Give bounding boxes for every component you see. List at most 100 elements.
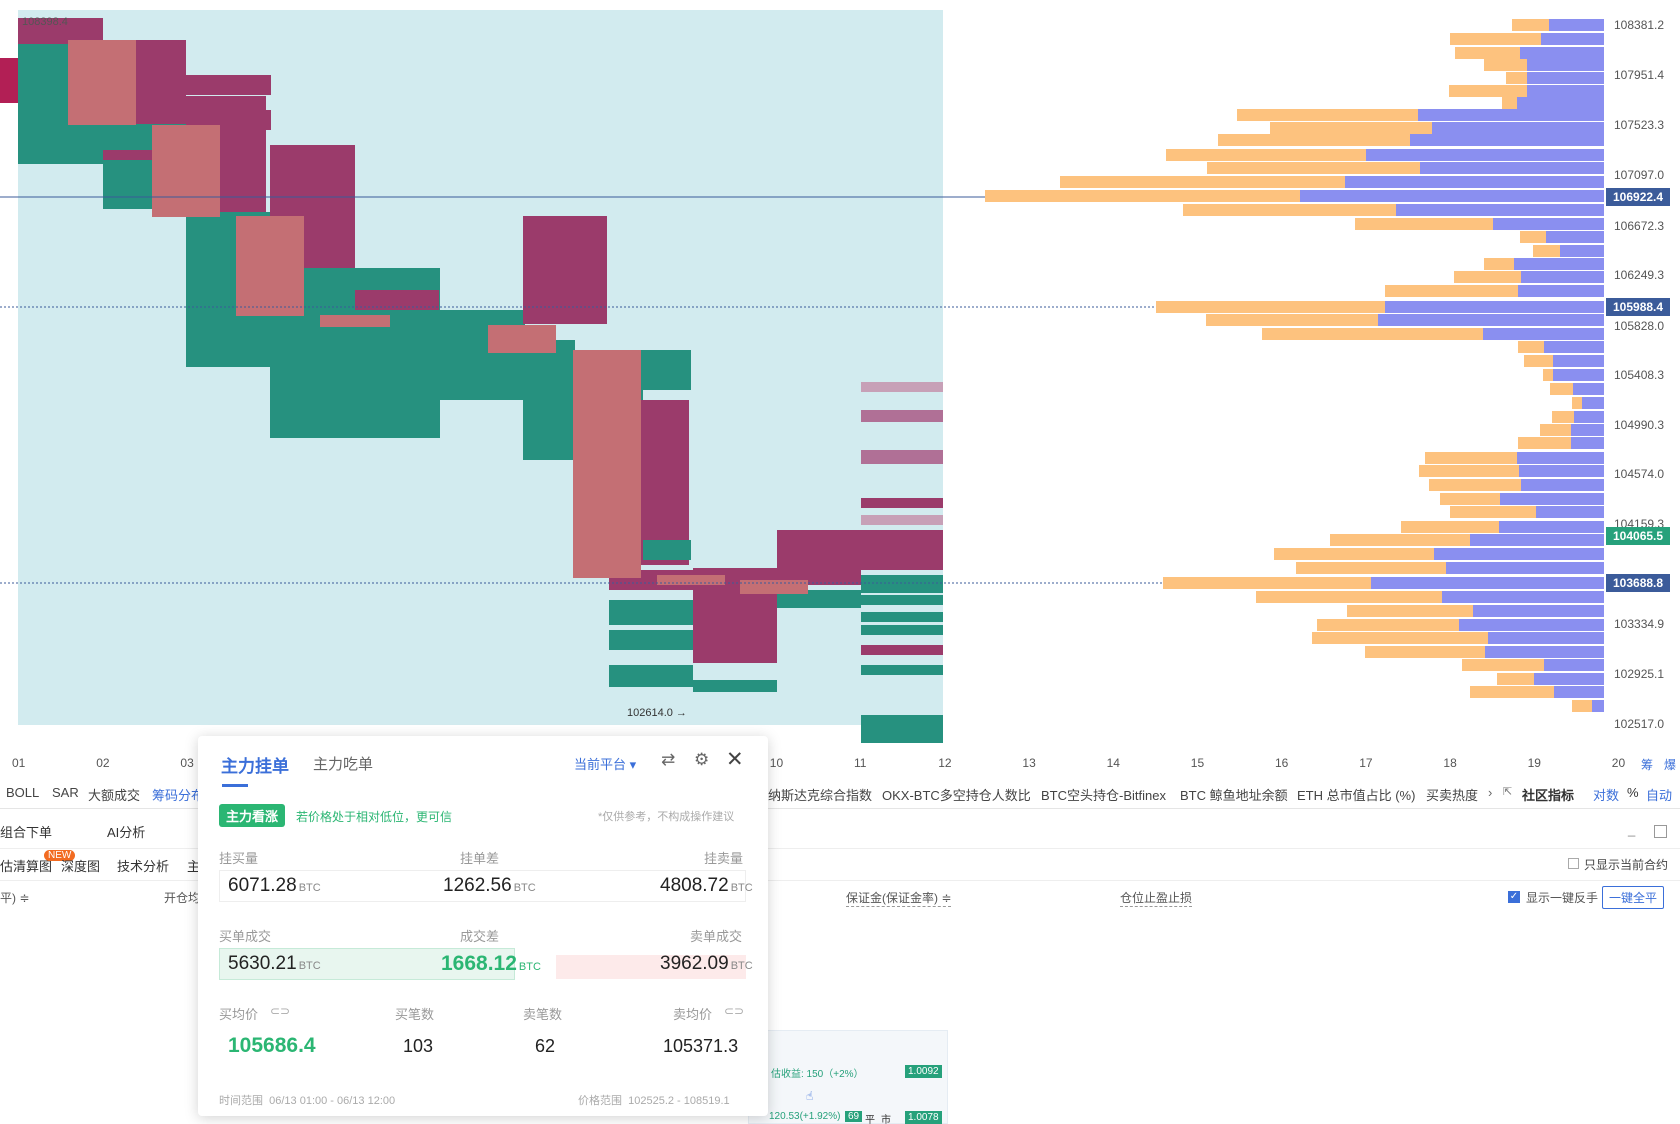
time-tick: 14 bbox=[1106, 756, 1120, 770]
volume-bar-buy bbox=[1571, 424, 1604, 436]
toggle-icon[interactable]: ⊂⊃ bbox=[270, 1004, 291, 1018]
platform-dropdown[interactable]: 当前平台 ▾ bbox=[574, 754, 636, 773]
tab-depth-chart[interactable]: 深度图 bbox=[61, 859, 101, 874]
tab-combo-order[interactable]: 组合下单 bbox=[0, 825, 53, 840]
price-label: 102517.0 bbox=[1614, 717, 1665, 731]
indicator-heat[interactable]: 买卖热度 bbox=[1426, 788, 1479, 803]
tab-liquidation-map[interactable]: 估清算图 bbox=[0, 859, 53, 874]
volume-bar-buy bbox=[1500, 493, 1604, 505]
tab-main-takes[interactable]: 主力吃单 bbox=[313, 756, 374, 773]
time-range: 时间范围 06/13 01:00 - 06/13 12:00 bbox=[219, 1092, 395, 1108]
volume-bar-buy bbox=[1493, 218, 1604, 230]
footprint-block bbox=[609, 630, 693, 650]
volume-bar-buy bbox=[1470, 534, 1604, 546]
tab-ai-analysis[interactable]: AI分析 bbox=[107, 825, 146, 840]
candle-body bbox=[236, 216, 304, 316]
buy-avg-value: 105686.4 bbox=[228, 1034, 316, 1057]
time-tick: 02 bbox=[96, 756, 110, 770]
indicator-boll[interactable]: BOLL bbox=[6, 785, 40, 800]
platform-label: 当前平台 bbox=[574, 757, 627, 772]
tab-main[interactable]: 主 bbox=[187, 859, 201, 874]
footprint-block bbox=[861, 450, 943, 464]
volume-bar-buy bbox=[1432, 122, 1604, 134]
percent-toggle[interactable]: % bbox=[1627, 785, 1639, 800]
volume-bar-buy bbox=[1499, 521, 1604, 533]
indicator-bitfinex-short[interactable]: BTC空头持仓-Bitfinex bbox=[1041, 788, 1166, 803]
label-buy-avg: 买均价 bbox=[219, 1007, 259, 1022]
label-sell-orders: 挂卖量 bbox=[704, 851, 744, 866]
minimize-icon[interactable]: _ bbox=[1628, 822, 1636, 837]
volume-bar-buy bbox=[1521, 479, 1604, 491]
indicator-whale[interactable]: BTC 鲸鱼地址余额 bbox=[1180, 788, 1288, 803]
order-diff-value: 1262.56 BTC bbox=[443, 875, 536, 897]
footprint-block bbox=[861, 665, 943, 675]
footprint-block bbox=[777, 530, 861, 585]
volume-bar-buy bbox=[1536, 506, 1604, 518]
indicator-large-trades[interactable]: 大额成交 bbox=[88, 788, 141, 803]
label-trade-diff: 成交差 bbox=[460, 929, 500, 944]
liquidation-toggle[interactable]: 爆 bbox=[1664, 758, 1677, 772]
footprint-block bbox=[0, 58, 20, 103]
volume-bar-buy bbox=[1483, 328, 1604, 340]
mini-flat-button[interactable]: 平 bbox=[865, 1115, 875, 1124]
indicator-nasdaq[interactable]: 纳斯达克综合指数 bbox=[768, 788, 873, 803]
col-close[interactable]: 平) ≑ bbox=[0, 891, 30, 905]
auto-scale-toggle[interactable]: 自动 bbox=[1646, 788, 1673, 803]
close-all-button[interactable]: 一键全平 bbox=[1602, 886, 1665, 909]
volume-bar-buy bbox=[1488, 632, 1604, 644]
expand-icon[interactable] bbox=[1654, 825, 1667, 838]
col-tpsl[interactable]: 仓位止盈止损 bbox=[1120, 891, 1193, 907]
bullish-badge: 主力看涨 bbox=[219, 804, 286, 827]
time-tick: 13 bbox=[1022, 756, 1036, 770]
candle-body bbox=[152, 125, 220, 217]
price-label: 108381.2 bbox=[1614, 18, 1665, 32]
indicator-sar[interactable]: SAR bbox=[52, 785, 79, 800]
chevron-right-icon[interactable]: › bbox=[1488, 785, 1493, 800]
price-label: 103334.9 bbox=[1614, 617, 1665, 631]
price-label: 105828.0 bbox=[1614, 319, 1665, 333]
indicator-okx-ratio[interactable]: OKX-BTC多空持仓人数比 bbox=[882, 788, 1031, 803]
new-badge: NEW bbox=[44, 850, 76, 861]
mini-count: 69 bbox=[845, 1111, 863, 1122]
close-icon[interactable]: ✕ bbox=[726, 748, 744, 771]
volume-bar-buy bbox=[1544, 341, 1604, 353]
active-tab-indicator bbox=[222, 784, 248, 787]
chart-canvas[interactable] bbox=[0, 0, 1680, 760]
community-indicators[interactable]: 社区指标 bbox=[1522, 788, 1575, 803]
show-flip-checkbox[interactable]: ✓ bbox=[1508, 891, 1520, 903]
footprint-block bbox=[643, 540, 691, 560]
divider bbox=[0, 848, 1680, 849]
settings-icon[interactable]: ⚙ bbox=[694, 750, 710, 769]
tab-main-orders[interactable]: 主力挂单 bbox=[221, 757, 289, 776]
high-marker: 108398.4 bbox=[22, 16, 68, 28]
disclaimer: *仅供参考，不构成操作建议 bbox=[598, 811, 735, 823]
only-current-checkbox[interactable] bbox=[1568, 858, 1579, 869]
toggle-icon[interactable]: ⊂⊃ bbox=[724, 1004, 745, 1018]
volume-bar-buy bbox=[1541, 33, 1604, 45]
volume-bar-buy bbox=[1520, 47, 1604, 59]
col-margin[interactable]: 保证金(保证金率) ≑ bbox=[846, 891, 952, 907]
col-open-avg[interactable]: 开仓均 bbox=[164, 891, 201, 905]
label-order-diff: 挂单差 bbox=[460, 851, 500, 866]
buy-trades-value: 5630.21 BTC bbox=[228, 953, 321, 975]
mini-market-button[interactable]: 市 bbox=[881, 1115, 891, 1124]
footprint-block bbox=[103, 150, 188, 160]
chips-toggle[interactable]: 筹 bbox=[1641, 758, 1654, 772]
volume-bar-buy bbox=[1378, 314, 1604, 326]
tab-technical-analysis[interactable]: 技术分析 bbox=[117, 859, 170, 874]
volume-bar-buy bbox=[1527, 59, 1604, 71]
buy-orders-value: 6071.28 BTC bbox=[228, 875, 321, 897]
volume-bar-buy bbox=[1527, 72, 1604, 84]
indicator-eth-dominance[interactable]: ETH 总市值占比 (%) bbox=[1297, 788, 1416, 803]
time-tick: 19 bbox=[1527, 756, 1541, 770]
volume-bar-buy bbox=[1549, 19, 1604, 31]
external-link-icon[interactable]: ⇱ bbox=[1503, 786, 1513, 798]
volume-bar-buy bbox=[1560, 245, 1604, 257]
time-tick: 01 bbox=[12, 756, 26, 770]
trade-diff-value: 1668.12 BTC bbox=[441, 952, 541, 976]
swap-icon[interactable]: ⇄ bbox=[661, 750, 676, 769]
footprint-block bbox=[861, 715, 943, 743]
log-scale-toggle[interactable]: 对数 bbox=[1593, 788, 1620, 803]
indicator-chip-distribution[interactable]: 筹码分布 bbox=[152, 788, 205, 803]
